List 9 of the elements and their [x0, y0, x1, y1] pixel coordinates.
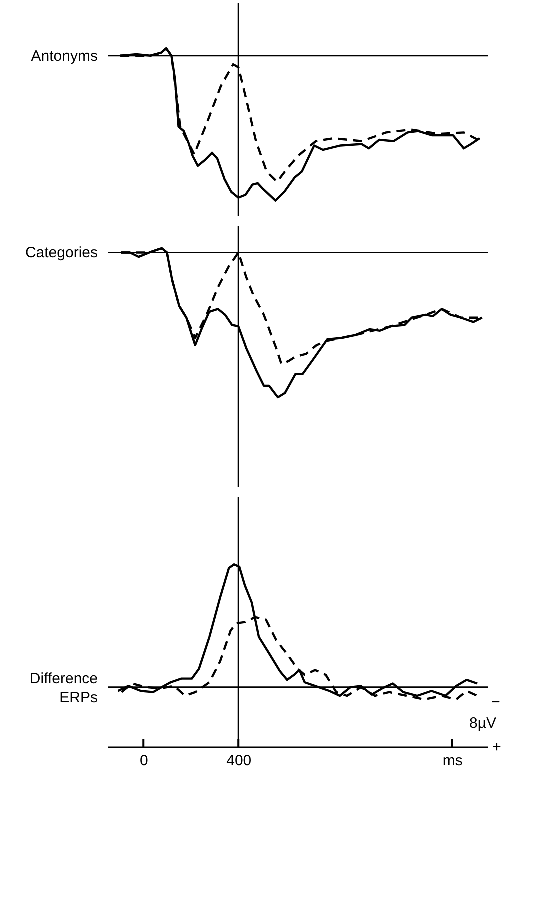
text: 8µV: [470, 715, 496, 732]
y-axis-title: Antonyms: [31, 48, 98, 65]
y-axis-title: Categories: [25, 244, 98, 262]
text: +: [492, 739, 502, 756]
y-axis-title: Difference ERPs: [30, 670, 98, 706]
x-tick-label: ms: [442, 752, 463, 770]
text: −: [492, 694, 501, 711]
x-tick-label: 0: [140, 752, 148, 770]
x-tick-label: 400: [226, 752, 252, 770]
